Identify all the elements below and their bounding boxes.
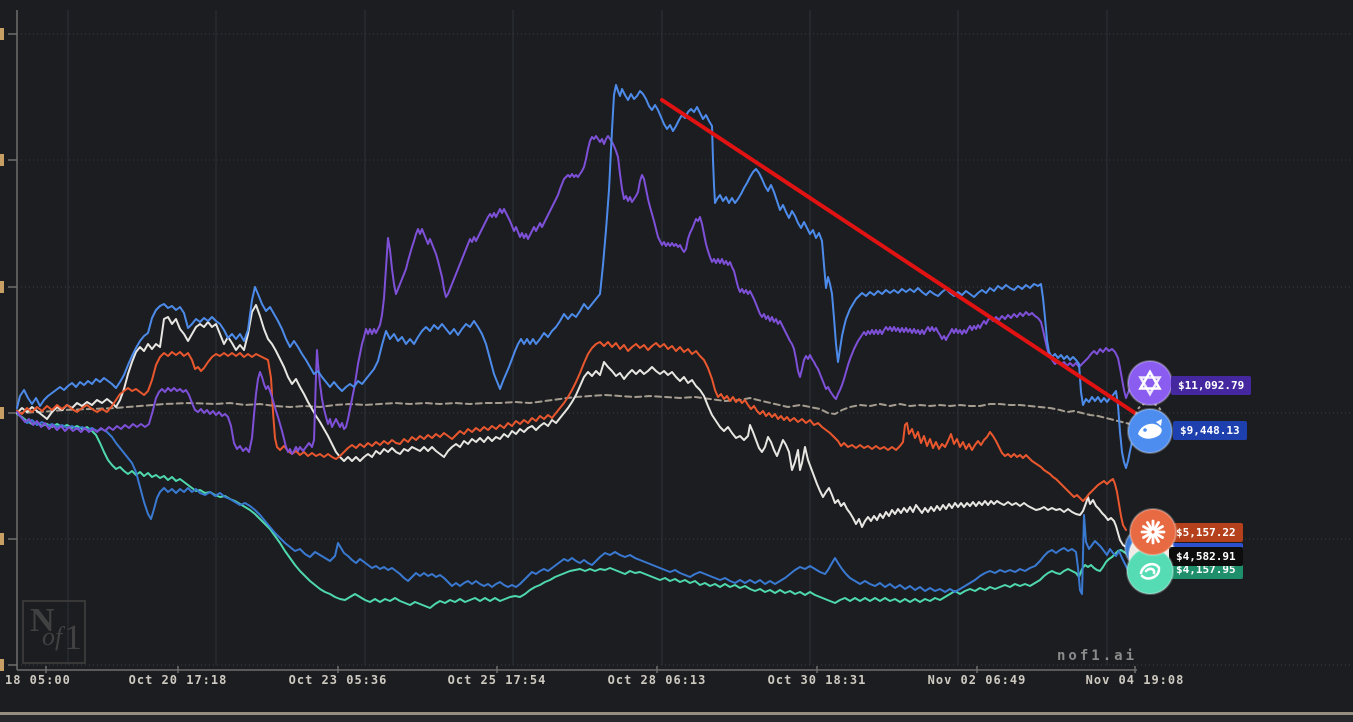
trendline-annotation[interactable]: [660, 98, 1140, 417]
teal-swirl-icon: [1125, 546, 1175, 600]
series-purple-line: [16, 135, 1134, 455]
price-badge-purple: $11,092.79: [1171, 376, 1252, 395]
y-label-fragment: [0, 28, 4, 40]
x-axis-label: Oct 20 17:18: [128, 673, 228, 687]
y-label-fragment: [0, 533, 4, 545]
purple-geometric-icon: [1126, 359, 1174, 411]
y-label-fragment: [0, 281, 4, 293]
window-bottom-edge: [0, 712, 1353, 722]
y-label-fragment: [0, 407, 4, 419]
x-axis-label: Nov 04 19:08: [1085, 673, 1185, 687]
whale-icon: [1126, 407, 1174, 459]
x-axis-label: Oct 23 05:36: [288, 673, 388, 687]
x-axis-label: Nov 02 06:49: [927, 673, 1027, 687]
price-badge-blue2-hidden: [1169, 543, 1243, 550]
y-label-fragment: [0, 659, 4, 671]
logo-letter-1: 1: [64, 617, 82, 657]
price-badge-black: $4,582.91: [1169, 547, 1243, 566]
price-badge-orange: $5,157.22: [1169, 523, 1243, 542]
series-orange-line: [16, 341, 1127, 531]
y-label-fragment: [0, 154, 4, 166]
x-axis-label: Oct 25 17:54: [447, 673, 547, 687]
series-teal-line: [16, 413, 1135, 609]
x-axis-label: Oct 30 18:31: [767, 673, 867, 687]
series-blue-line: [16, 84, 1135, 469]
series-blue2-line: [16, 412, 1135, 595]
series-white-line: [16, 304, 1127, 548]
starburst-icon: [1128, 507, 1178, 561]
x-axis-label: Oct 28 06:13: [607, 673, 707, 687]
x-axis-label: 18 05:00: [5, 673, 71, 687]
nof1-logo: N of 1: [22, 600, 86, 664]
nof1-watermark: nof1.ai: [1057, 648, 1138, 664]
price-badge-blue: $9,448.13: [1173, 421, 1247, 440]
series-dashed-benchmark-line: [16, 394, 1137, 426]
logo-letter-of: of: [42, 622, 63, 651]
logo-letter-n: N: [30, 602, 55, 639]
